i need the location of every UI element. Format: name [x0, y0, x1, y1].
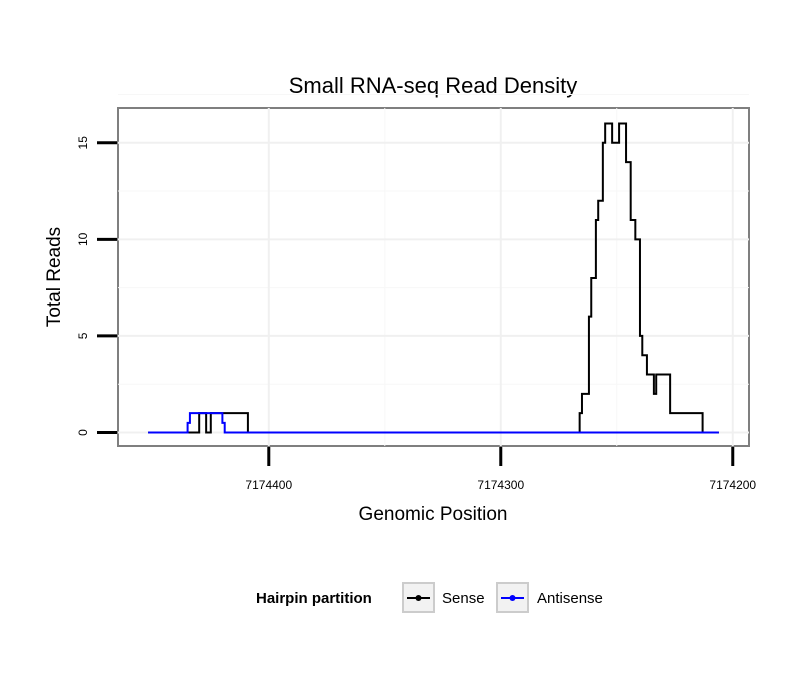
chart-title: Small RNA-seq Read Density — [289, 73, 578, 98]
legend-key-point-antisense — [509, 595, 516, 601]
x-tick-label: 7174300 — [477, 478, 524, 492]
legend-item-sense: Sense — [402, 582, 485, 613]
plot-panel — [117, 107, 750, 447]
series-lines — [148, 122, 719, 434]
plot-area — [117, 93, 750, 447]
x-axis-title: Genomic Position — [359, 504, 508, 525]
series-line-antisense — [148, 412, 719, 434]
legend-label-antisense: Antisense — [537, 590, 603, 607]
y-tick-label: 15 — [76, 136, 90, 150]
legend-label-sense: Sense — [442, 590, 485, 607]
legend-key-point-sense — [415, 595, 422, 601]
x-axis: 7174400 7174300 7174200 — [245, 447, 756, 492]
x-tick-label: 7174200 — [709, 478, 756, 492]
legend: Hairpin partition Sense Antisense — [256, 582, 603, 613]
legend-item-antisense: Antisense — [496, 582, 603, 613]
x-tick-label: 7174400 — [245, 478, 292, 492]
y-tick-label: 10 — [76, 232, 90, 246]
y-tick-label: 5 — [76, 332, 90, 339]
y-axis-title: Total Reads — [44, 227, 65, 327]
legend-title: Hairpin partition — [256, 590, 372, 607]
y-axis: 0 5 10 15 — [76, 136, 117, 436]
y-tick-label: 0 — [76, 429, 90, 436]
